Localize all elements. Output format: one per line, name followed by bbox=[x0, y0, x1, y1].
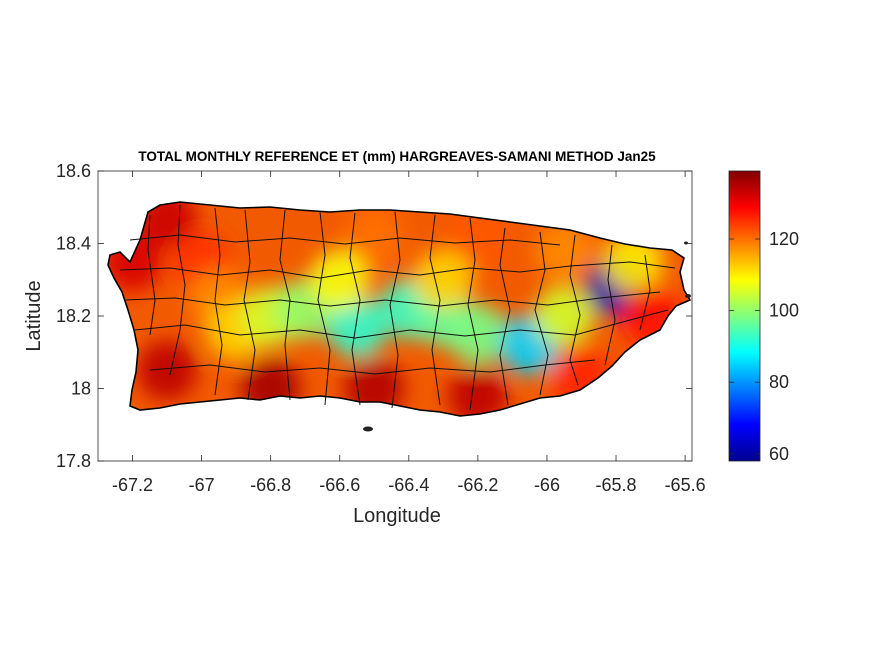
boundary-line bbox=[147, 214, 156, 336]
y-axis-ticks: 17.8 18 18.2 18.4 18.6 bbox=[56, 161, 692, 471]
boundary-line bbox=[169, 204, 186, 376]
colorbar-ticks: 60 80 100 120 bbox=[729, 229, 799, 464]
islet bbox=[685, 294, 691, 298]
offshore-islets bbox=[363, 241, 691, 432]
boundary-line bbox=[534, 231, 549, 396]
y-tick-label: 18 bbox=[71, 379, 91, 399]
x-tick-label: -67 bbox=[189, 475, 215, 495]
y-tick-label: 18.6 bbox=[56, 161, 91, 181]
field-sample bbox=[327, 296, 388, 357]
colorbar-tick-label: 80 bbox=[769, 372, 789, 392]
boundary-line bbox=[279, 209, 291, 401]
colorbar-tick-label: 120 bbox=[769, 229, 799, 249]
boundary-line bbox=[467, 217, 479, 411]
boundary-line bbox=[604, 244, 616, 366]
island-coastline bbox=[107, 201, 692, 417]
field-sample bbox=[137, 340, 198, 401]
boundary-line bbox=[124, 291, 661, 307]
boundary-line bbox=[214, 207, 223, 396]
x-tick-label: -66 bbox=[534, 475, 560, 495]
x-tick-label: -66.2 bbox=[457, 475, 498, 495]
municipality-boundaries bbox=[119, 204, 676, 411]
x-tick-label: -65.8 bbox=[596, 475, 637, 495]
colorbar-tick-label: 100 bbox=[769, 301, 799, 321]
colorbar-tick-label: 60 bbox=[769, 444, 789, 464]
boundary-line bbox=[317, 211, 331, 406]
y-tick-label: 17.8 bbox=[56, 451, 91, 471]
chart-title: TOTAL MONTHLY REFERENCE ET (mm) HARGREAV… bbox=[138, 149, 656, 164]
x-axis-ticks: -67.2 -67 -66.8 -66.6 -66.4 -66.2 -66 -65.8 -65.… bbox=[112, 171, 706, 495]
x-tick-label: -66.4 bbox=[388, 475, 429, 495]
x-tick-label: -65.6 bbox=[665, 475, 706, 495]
boundary-line bbox=[134, 309, 669, 339]
islet bbox=[684, 241, 688, 245]
boundary-line bbox=[499, 227, 511, 406]
boundary-line bbox=[569, 234, 581, 386]
boundary-line bbox=[119, 261, 676, 279]
x-tick-label: -66.8 bbox=[250, 475, 291, 495]
islet bbox=[363, 426, 373, 432]
field-sample bbox=[344, 206, 405, 267]
boundary-line bbox=[389, 211, 401, 409]
y-tick-label: 18.4 bbox=[56, 234, 91, 254]
field-sample bbox=[413, 249, 474, 310]
boundary-line bbox=[149, 359, 596, 375]
field-sample bbox=[447, 206, 508, 267]
boundary-line bbox=[243, 209, 256, 401]
y-tick-label: 18.2 bbox=[56, 306, 91, 326]
y-axis-label: Latitude bbox=[23, 280, 45, 351]
x-axis-label: Longitude bbox=[353, 505, 441, 527]
colorbar bbox=[728, 170, 761, 462]
boundary-line bbox=[129, 234, 561, 246]
x-tick-label: -66.6 bbox=[319, 475, 360, 495]
x-tick-label: -67.2 bbox=[112, 475, 153, 495]
field-sample bbox=[309, 249, 370, 310]
